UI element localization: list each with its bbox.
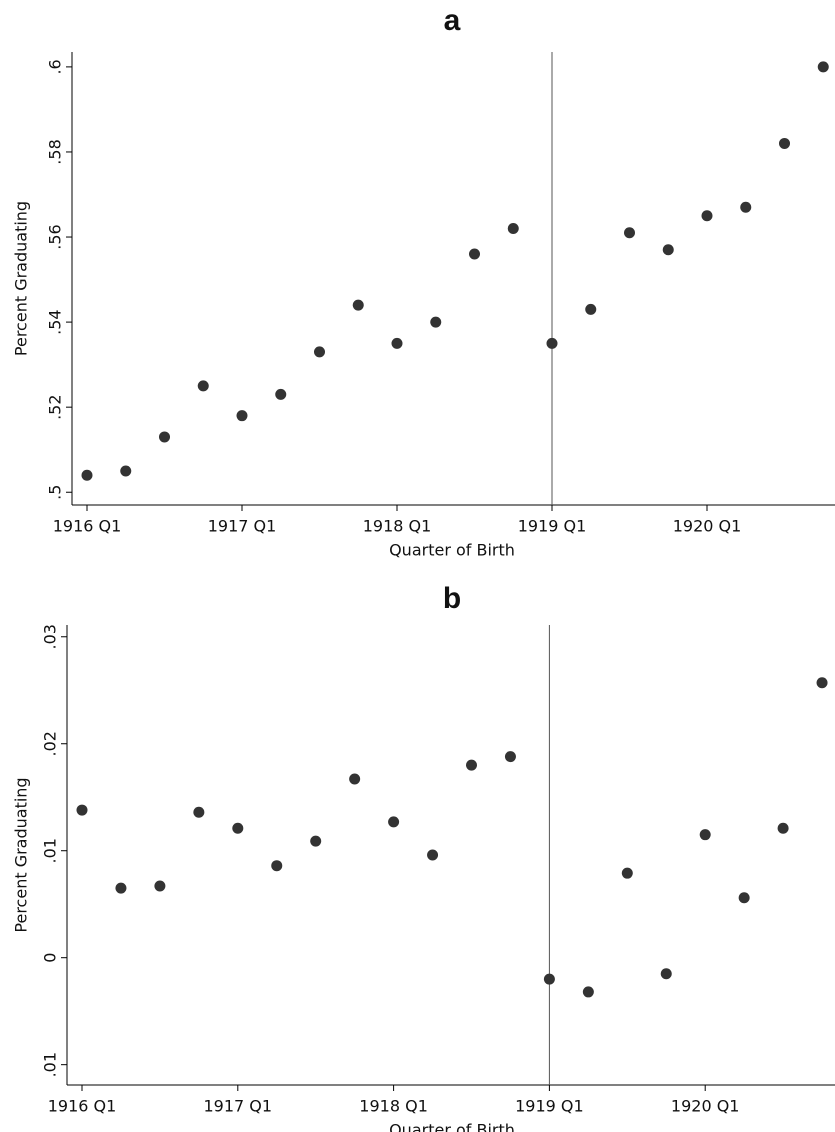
y-tick-label: .03 — [41, 624, 60, 649]
point — [430, 316, 442, 328]
point — [349, 773, 361, 785]
point — [197, 380, 209, 392]
point — [232, 822, 244, 834]
x-tick-label: 1916 Q1 — [53, 517, 122, 536]
point — [624, 227, 635, 239]
point — [816, 677, 828, 689]
point — [504, 751, 516, 763]
y-tick-label: .54 — [46, 309, 65, 334]
point — [699, 829, 711, 841]
point — [314, 346, 325, 358]
y-tick-label: .5 — [46, 485, 65, 500]
point — [507, 223, 519, 235]
point — [391, 337, 403, 349]
y-tick-label: 0 — [41, 953, 60, 963]
point — [388, 816, 400, 828]
point — [662, 244, 674, 256]
x-tick-label: 1919 Q1 — [515, 1097, 584, 1116]
panel-title: b — [443, 582, 461, 615]
y-tick-label: .01 — [41, 838, 60, 863]
x-tick-label: 1917 Q1 — [208, 517, 277, 536]
point — [546, 337, 558, 349]
point — [582, 986, 594, 998]
x-tick-label: 1916 Q1 — [48, 1097, 117, 1116]
point — [310, 835, 322, 847]
point — [236, 410, 248, 422]
x-tick-label: 1920 Q1 — [671, 1097, 740, 1116]
point — [740, 201, 752, 213]
point — [466, 759, 477, 771]
point — [738, 892, 750, 904]
point — [115, 882, 127, 894]
panel-title: a — [444, 4, 461, 37]
y-tick-label: .6 — [46, 59, 65, 74]
y-axis-label: Percent Graduating — [12, 201, 31, 356]
point — [701, 210, 713, 222]
point — [817, 61, 829, 73]
point — [154, 880, 166, 892]
y-tick-label: .58 — [46, 139, 65, 164]
x-axis-label: Quarter of Birth — [389, 541, 515, 560]
point — [621, 867, 633, 879]
point — [777, 822, 789, 834]
y-tick-label: .02 — [41, 731, 60, 756]
x-tick-label: 1918 Q1 — [363, 517, 432, 536]
point — [585, 303, 597, 315]
point — [159, 431, 170, 443]
x-tick-label: 1917 Q1 — [204, 1097, 273, 1116]
y-tick-label: .56 — [46, 224, 65, 249]
point — [427, 849, 439, 861]
point — [543, 973, 555, 985]
point — [660, 968, 672, 980]
x-axis-label: Quarter of Birth — [389, 1121, 515, 1132]
y-tick-label: .52 — [46, 394, 65, 419]
point — [275, 388, 287, 400]
point — [120, 465, 132, 477]
point — [76, 804, 88, 816]
point — [81, 469, 93, 481]
point — [193, 806, 205, 818]
y-tick-label: .01 — [41, 1052, 60, 1077]
point — [271, 860, 283, 872]
x-tick-label: 1920 Q1 — [673, 517, 742, 536]
x-tick-label: 1918 Q1 — [359, 1097, 428, 1116]
x-tick-label: 1919 Q1 — [518, 517, 587, 536]
y-axis-label: Percent Graduating — [12, 777, 31, 932]
point — [352, 299, 364, 311]
point — [469, 248, 480, 260]
point — [779, 137, 790, 149]
